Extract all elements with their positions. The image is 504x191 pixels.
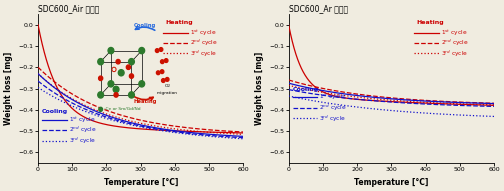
Text: SDC600_Air 분위기: SDC600_Air 분위기 — [38, 4, 99, 13]
Text: Heating: Heating — [416, 20, 444, 25]
X-axis label: Temperature [°C]: Temperature [°C] — [354, 178, 428, 187]
Text: 1$^{st}$ cycle: 1$^{st}$ cycle — [320, 92, 346, 102]
Text: 2$^{nd}$ cycle: 2$^{nd}$ cycle — [69, 125, 97, 135]
Text: Cooling: Cooling — [42, 109, 68, 114]
Text: 3$^{rd}$ cycle: 3$^{rd}$ cycle — [190, 48, 217, 59]
Y-axis label: Weight loss [mg]: Weight loss [mg] — [255, 52, 264, 125]
Text: 3$^{rd}$ cycle: 3$^{rd}$ cycle — [69, 136, 96, 146]
Text: 2$^{nd}$ cycle: 2$^{nd}$ cycle — [320, 103, 347, 113]
Text: Cooling: Cooling — [293, 87, 319, 92]
Text: 1$^{st}$ cycle: 1$^{st}$ cycle — [69, 115, 95, 125]
X-axis label: Temperature [°C]: Temperature [°C] — [103, 178, 178, 187]
Text: 1$^{st}$ cycle: 1$^{st}$ cycle — [190, 28, 217, 38]
Text: Heating: Heating — [165, 20, 193, 25]
Text: SDC600_Ar 분위기: SDC600_Ar 분위기 — [289, 4, 348, 13]
Text: 3$^{rd}$ cycle: 3$^{rd}$ cycle — [320, 113, 346, 124]
Text: 2$^{nd}$ cycle: 2$^{nd}$ cycle — [190, 38, 218, 48]
Text: 2$^{nd}$ cycle: 2$^{nd}$ cycle — [440, 38, 469, 48]
Y-axis label: Weight loss [mg]: Weight loss [mg] — [4, 52, 13, 125]
Text: 1$^{st}$ cycle: 1$^{st}$ cycle — [440, 28, 467, 38]
Text: 3$^{rd}$ cycle: 3$^{rd}$ cycle — [440, 48, 468, 59]
